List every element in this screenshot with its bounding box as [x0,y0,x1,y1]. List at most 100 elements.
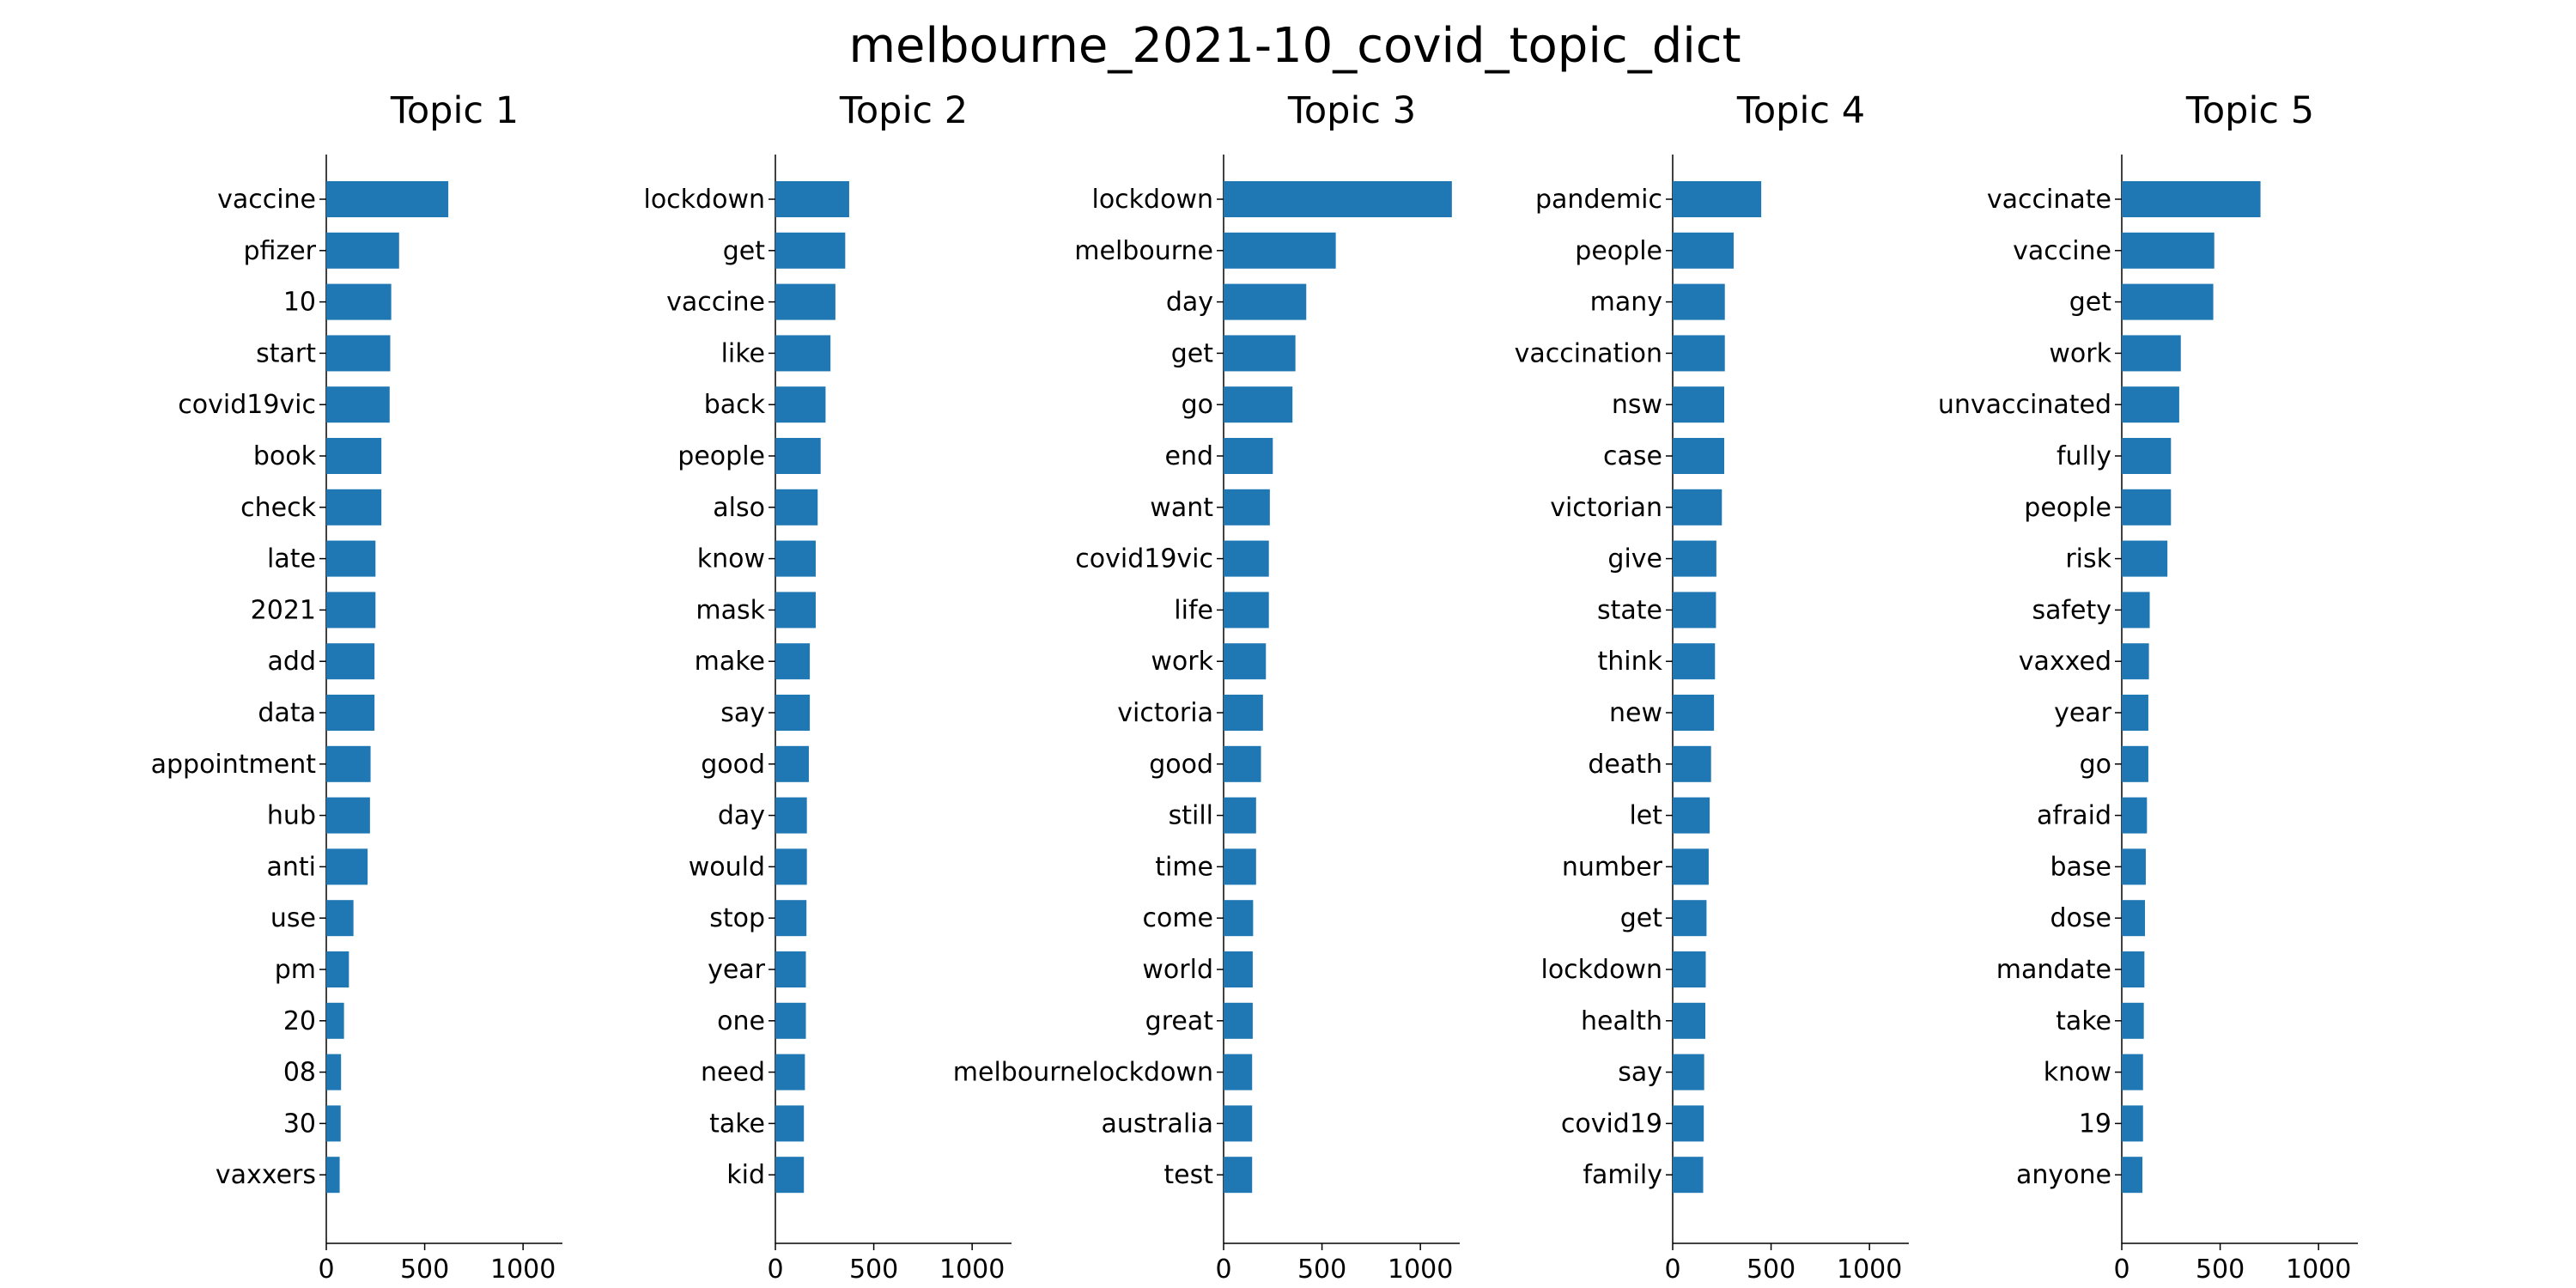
category-label: 2021 [251,595,316,625]
bar [1224,643,1267,680]
category-label: add [268,647,316,677]
bar [775,1054,805,1091]
bar [1673,797,1710,834]
bar [2122,848,2146,885]
bar [775,1002,806,1039]
category-label: mask [696,595,765,625]
bar [326,745,371,782]
category-label: vaccinate [1987,185,2111,215]
category-label: appointment [151,750,317,780]
category-label: work [1151,647,1213,677]
category-label: let [1629,801,1662,831]
bar [326,1105,341,1142]
category-label: back [704,390,766,420]
bar [775,951,806,987]
topic-panel-1: Topic 1 0 500 1000 vaccine pfizer 10 start covid… [151,89,562,1285]
category-label: afraid [2037,801,2111,831]
category-label: still [1169,801,1213,831]
x-tick-label: 500 [1747,1255,1795,1285]
category-label: mandate [1996,955,2111,985]
category-label: know [697,544,765,574]
category-label: covid19vic [178,390,316,420]
bar [1673,335,1725,372]
category-label: think [1598,647,1663,677]
category-label: take [709,1109,765,1139]
panel-title: Topic 4 [1736,89,1865,132]
bar [326,232,399,269]
bar [1224,797,1256,834]
bar [2122,1054,2143,1091]
bar [326,1157,340,1194]
bar [775,695,811,731]
category-label: vaxxers [216,1160,316,1190]
panel-title: Topic 2 [839,89,968,132]
category-label: life [1174,595,1213,625]
bar [1673,283,1725,320]
category-label: melbourne [1074,236,1213,266]
category-label: lockdown [1540,955,1662,985]
category-label: pandemic [1535,185,1662,215]
bar [1224,1105,1253,1142]
category-label: dose [2050,903,2111,933]
category-label: data [258,698,316,728]
bar [775,181,849,217]
category-label: anti [267,852,317,882]
bar [326,797,370,834]
category-label: year [2054,698,2112,728]
x-tick-label: 500 [1297,1255,1346,1285]
category-label: people [2024,493,2111,523]
bar [2122,695,2148,731]
category-label: go [1182,390,1213,420]
bar [775,1105,805,1142]
bar [2122,386,2179,423]
x-tick-label: 1000 [939,1255,1005,1285]
category-label: family [1583,1160,1662,1190]
bar [1224,335,1296,372]
category-label: use [270,903,316,933]
bar [775,232,846,269]
bar [775,335,831,372]
bar [775,592,816,629]
category-label: good [1149,750,1213,780]
bar [1673,181,1762,217]
x-tick-label: 500 [849,1255,898,1285]
bar [2122,232,2215,269]
bar [2122,489,2172,526]
bar [1673,848,1709,885]
category-label: vaccination [1515,338,1662,368]
bar [1224,1157,1253,1194]
x-tick-label: 0 [2113,1255,2129,1285]
bar [326,386,390,423]
bar [1673,695,1715,731]
bar [326,643,375,680]
x-tick-label: 0 [1215,1255,1231,1285]
bar [775,540,816,577]
bar [326,283,392,320]
bar [775,643,811,680]
bar [1673,386,1725,423]
category-label: get [723,236,766,266]
category-label: australia [1101,1109,1213,1139]
bar [1673,540,1716,577]
x-tick-label: 1000 [490,1255,556,1285]
category-label: day [1166,288,1213,318]
category-label: health [1581,1006,1662,1036]
category-label: lockdown [1091,185,1213,215]
category-label: case [1603,441,1662,471]
category-label: want [1150,493,1213,523]
bar [326,489,382,526]
category-label: take [2056,1006,2111,1036]
bar [2122,1105,2143,1142]
category-label: great [1145,1006,1214,1036]
category-label: test [1163,1160,1213,1190]
category-label: need [701,1058,765,1088]
bar [775,1157,805,1194]
category-label: get [1171,338,1214,368]
category-label: fully [2057,441,2111,471]
bar [2122,797,2148,834]
category-label: check [240,493,316,523]
category-label: anyone [2016,1160,2111,1190]
category-label: go [2080,750,2111,780]
bar [1673,1105,1704,1142]
category-label: vaxxed [2019,647,2111,677]
